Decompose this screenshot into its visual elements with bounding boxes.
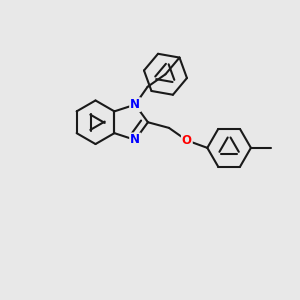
Text: N: N <box>130 134 140 146</box>
Text: N: N <box>130 98 140 111</box>
Text: O: O <box>182 134 192 147</box>
